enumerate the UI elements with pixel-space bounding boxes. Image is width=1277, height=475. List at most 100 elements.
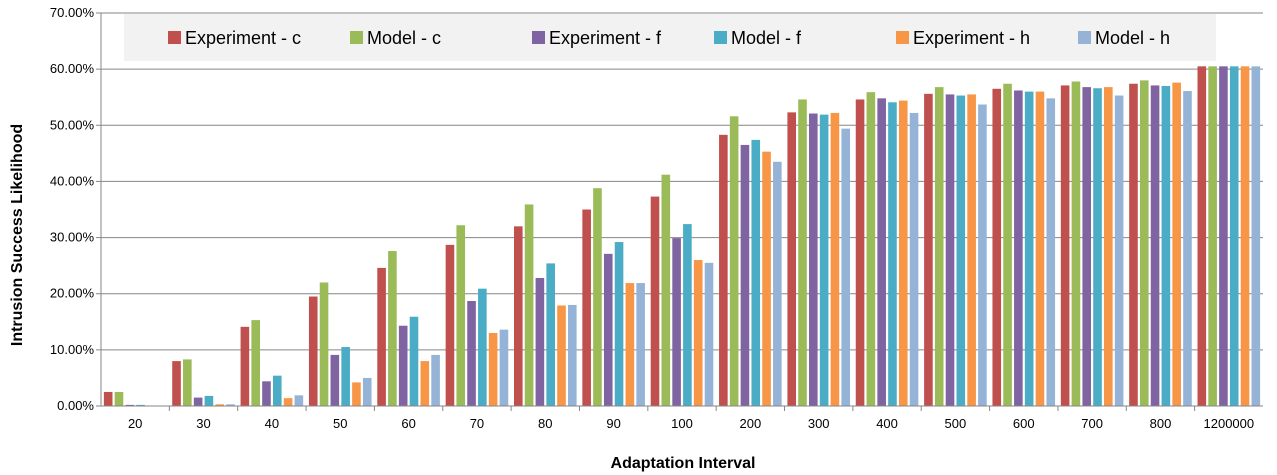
bar-800-5 [1172,82,1181,407]
bar-300-5 [830,112,840,407]
x-tick-label: 90 [606,416,620,431]
x-tick-label: 1200000 [1204,416,1255,431]
bar-20-3 [125,404,135,406]
x-tick-label: 600 [1013,416,1035,431]
x-tick-label: 800 [1150,416,1172,431]
y-tick-label: 0.00% [57,398,94,413]
bar-20-2 [114,391,124,406]
bar-80-1 [513,226,523,406]
bar-30-3 [193,397,203,406]
bar-700-5 [1104,87,1113,407]
bar-50-4 [341,347,350,406]
bar-800-1 [1129,83,1138,407]
bar-90-5 [625,283,635,406]
bar-500-3 [945,94,955,406]
y-tick-label: 60.00% [50,61,95,76]
bar-300-3 [809,113,818,406]
bar-20-4 [136,404,145,406]
bar-40-2 [251,320,260,406]
x-tick-labels: 20 30 40 50 60 70 80 90 100 200 300 400 500 600 700 800… [128,416,1254,431]
bar-30-5 [215,404,225,406]
bar-1200000-1 [1197,66,1207,406]
bar-700-2 [1071,81,1081,407]
bar-80-4 [546,263,555,406]
y-tick-label: 10.00% [50,342,95,357]
bar-500-4 [956,95,966,406]
bar-200-6 [773,161,782,406]
legend-swatch [1078,31,1091,44]
bar-40-4 [272,375,282,406]
x-tick-label: 70 [470,416,484,431]
legend-label: Model - h [1095,28,1170,48]
bar-700-3 [1082,87,1092,407]
bar-1200000-4 [1229,66,1239,406]
bar-800-6 [1183,91,1192,406]
axes [100,13,1263,407]
bar-200-5 [762,151,771,406]
x-tick-label: 30 [196,416,210,431]
bar-60-3 [398,325,408,406]
x-tick-label: 300 [808,416,830,431]
bar-40-3 [262,381,271,406]
bar-400-4 [888,102,897,407]
bar-1200000-6 [1251,66,1261,406]
bar-80-5 [557,305,566,406]
y-tick-label: 40.00% [50,173,95,188]
bar-40-5 [283,398,293,406]
legend-label: Experiment - c [185,28,301,48]
bar-60-6 [431,354,440,406]
bar-800-3 [1150,85,1160,407]
bar-100-5 [693,260,703,406]
x-tick-label: 50 [333,416,347,431]
bar-90-6 [636,283,645,406]
bars [103,66,1261,407]
bar-70-3 [467,301,476,406]
bar-30-4 [204,395,214,406]
bar-40-6 [294,395,304,406]
bar-50-1 [308,296,318,406]
bar-80-3 [535,277,545,406]
bar-20-1 [103,391,113,406]
bar-600-6 [1046,98,1056,406]
y-tick-label: 70.00% [50,5,95,20]
x-tick-label: 40 [265,416,279,431]
bar-90-2 [593,188,602,406]
bar-700-6 [1114,95,1124,406]
bar-50-2 [319,282,329,406]
bar-90-4 [614,242,624,406]
bar-500-5 [967,94,976,406]
bar-1200000-3 [1219,66,1228,406]
bar-100-3 [672,238,681,406]
bar-50-5 [352,382,361,406]
bar-60-4 [409,316,419,406]
bar-70-5 [488,333,498,406]
bar-80-2 [524,204,534,406]
bar-500-6 [978,104,987,406]
legend-label: Experiment - h [913,28,1030,48]
bar-400-2 [866,92,876,406]
bar-400-6 [909,112,919,407]
bar-60-2 [388,251,397,406]
x-tick-label: 700 [1081,416,1103,431]
legend-label: Model - f [731,28,802,48]
bar-90-3 [603,253,613,406]
bar-700-4 [1093,88,1102,406]
bar-600-3 [1014,90,1023,406]
bar-60-1 [377,267,386,406]
x-tick-label: 100 [671,416,693,431]
x-tick-label: 400 [876,416,898,431]
bar-700-1 [1060,85,1070,407]
x-tick-label: 500 [945,416,967,431]
bar-70-6 [499,329,509,406]
x-tick-label: 20 [128,416,142,431]
bar-1200000-5 [1240,66,1250,406]
bar-600-4 [1024,91,1034,406]
bar-500-2 [934,87,944,407]
bar-100-2 [661,174,671,406]
x-tick-label: 60 [401,416,415,431]
bar-90-1 [582,209,591,406]
bar-200-2 [729,116,739,407]
bar-400-5 [898,100,908,406]
bar-100-4 [683,224,692,406]
